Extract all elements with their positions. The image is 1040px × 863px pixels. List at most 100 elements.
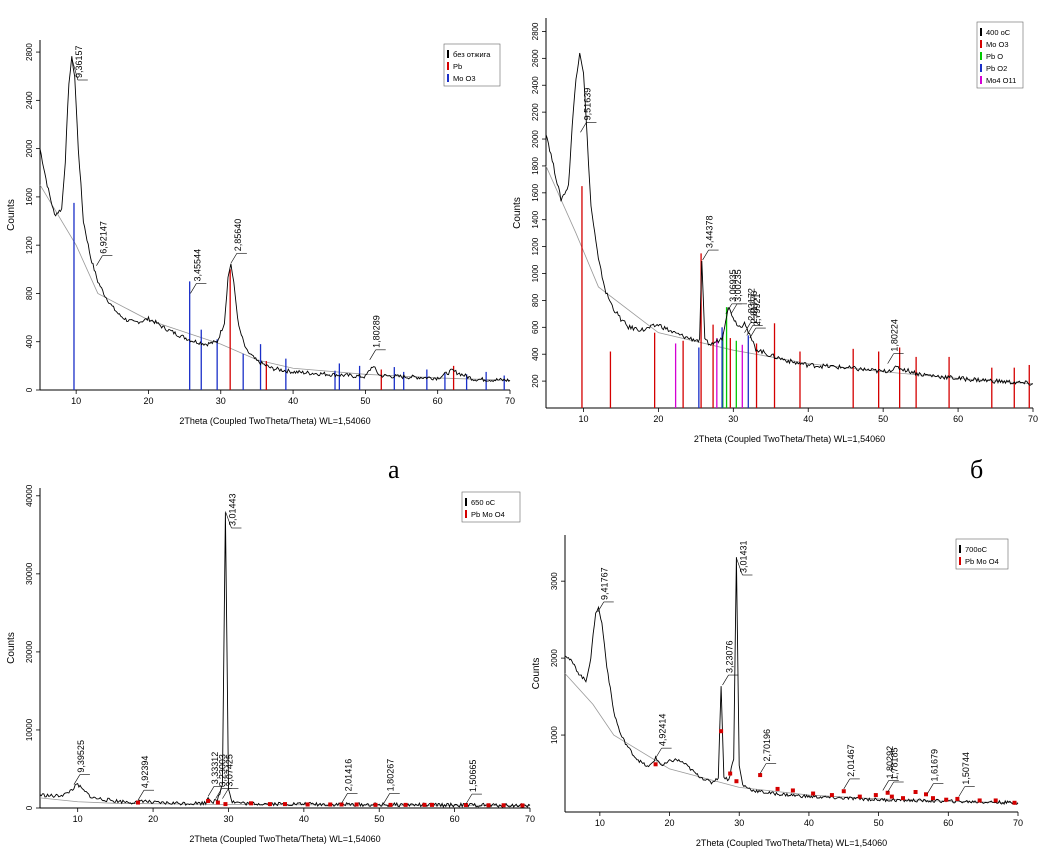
peak-leader	[207, 786, 215, 797]
peak-label: 3,06935	[728, 269, 738, 302]
y-tick-label: 600	[531, 320, 540, 334]
peak-label: 3,45544	[192, 249, 202, 282]
peak-label: 9,39525	[76, 740, 86, 773]
phase-marker	[486, 803, 491, 808]
peak-label: 2,01416	[344, 759, 354, 792]
peak-label: 9,36157	[74, 45, 84, 78]
phase-marker	[719, 729, 724, 734]
legend-label: 650 оС	[471, 498, 496, 507]
y-tick-label: 800	[531, 293, 540, 307]
y-tick-label: 2000	[531, 130, 540, 148]
peak-leader	[341, 793, 348, 804]
y-tick-label: 10000	[25, 718, 34, 741]
peak-leader	[96, 255, 103, 266]
x-tick-label: 40	[804, 818, 814, 828]
phase-marker	[354, 802, 359, 807]
legend-swatch	[447, 50, 449, 58]
phase-marker	[653, 762, 658, 767]
peak-label: 3,44378	[705, 216, 715, 249]
peak-label: 2,85640	[233, 219, 243, 252]
phase-marker	[388, 802, 393, 807]
y-tick-label: 2400	[531, 76, 540, 94]
y-tick-label: 1600	[25, 187, 34, 205]
peak-leader	[465, 793, 473, 805]
peak-leader	[71, 58, 79, 81]
x-tick-label: 60	[433, 396, 443, 406]
peak-label: 9,51639	[582, 88, 592, 121]
peak-label: 6,92147	[98, 221, 108, 254]
phase-marker	[913, 789, 918, 794]
phase-marker	[136, 800, 140, 805]
phase-marker	[734, 779, 739, 784]
legend-label: Mo4 O11	[986, 76, 1016, 85]
phase-marker	[501, 803, 506, 808]
phase-marker	[955, 796, 960, 801]
peak-label: 2,83172	[747, 288, 757, 321]
series-line	[545, 52, 1034, 386]
y-tick-label: 1000	[531, 264, 540, 282]
peak-leader	[746, 325, 754, 336]
chart-panel-3: 10 20 30 40 50 60 70 0 10000 20000 30000 40000 2Thet…	[6, 484, 535, 844]
peak-label: 9,41767	[600, 567, 610, 600]
legend: 400 оС Mo O3 Pb O Pb O2 Mo4 O11	[976, 21, 1024, 89]
phase-marker	[790, 788, 795, 793]
x-tick-label: 30	[216, 396, 226, 406]
legend-swatch	[447, 62, 449, 70]
peak-label: 1,80224	[890, 319, 900, 352]
x-tick-label: 50	[878, 414, 888, 424]
phase-marker	[339, 802, 344, 807]
phase-marker	[924, 792, 929, 797]
phase-marker	[829, 793, 834, 798]
peak-leader	[230, 253, 238, 264]
y-tick-label: 2200	[531, 103, 540, 121]
legend-swatch	[447, 74, 449, 82]
y-tick-label: 400	[531, 347, 540, 361]
x-axis-label: 2Theta (Coupled TwoTheta/Theta) WL=1,540…	[694, 434, 885, 444]
y-tick-label: 2000	[25, 139, 34, 157]
x-tick-label: 20	[665, 818, 675, 828]
x-tick-label: 10	[578, 414, 588, 424]
x-tick-label: 60	[953, 414, 963, 424]
y-tick-label: 2400	[25, 91, 34, 109]
y-tick-label: 2800	[531, 22, 540, 40]
peak-label: 3,01431	[738, 540, 748, 573]
chart-panel-2: 10 20 30 40 50 60 70 200 400 600 800 1000 1200 1400 16…	[512, 18, 1038, 444]
peak-leader	[655, 747, 662, 759]
peak-label: 1,80292	[885, 746, 895, 779]
phase-marker	[249, 801, 254, 806]
phase-marker	[728, 771, 733, 776]
x-tick-label: 20	[143, 396, 153, 406]
x-axis-label: 2Theta (Coupled TwoTheta/Theta) WL=1,540…	[179, 416, 370, 426]
series-line	[564, 557, 1019, 806]
legend: без отжига Pb Mo O3	[443, 43, 501, 87]
y-tick-label: 400	[25, 335, 34, 349]
legend-label: Pb Mo O4	[965, 557, 999, 566]
legend-box	[955, 538, 1009, 570]
legend-label: Pb O2	[986, 64, 1007, 73]
peak-label: 1,50665	[468, 760, 478, 793]
peak-leader	[73, 774, 81, 785]
phase-marker	[993, 798, 998, 803]
y-tick-label: 1000	[550, 726, 559, 744]
x-axis-label: 2Theta (Coupled TwoTheta/Theta) WL=1,540…	[696, 838, 887, 848]
peak-label: 3,23003	[218, 754, 228, 787]
legend-swatch	[465, 498, 467, 506]
peak-leader	[702, 249, 709, 261]
phase-marker	[857, 794, 862, 799]
peak-leader	[927, 783, 934, 794]
peak-label: 3,00235	[733, 269, 743, 302]
legend-swatch	[980, 64, 982, 72]
x-tick-label: 70	[1028, 414, 1038, 424]
phase-marker	[758, 773, 763, 778]
x-tick-label: 20	[653, 414, 663, 424]
x-tick-label: 60	[943, 818, 953, 828]
y-tick-label: 1400	[531, 210, 540, 228]
x-tick-label: 70	[525, 814, 535, 824]
x-tick-label: 50	[374, 814, 384, 824]
chart-panel-1: 10 20 30 40 50 60 70 0 400 800 1200 1600 2000 2400 280…	[6, 40, 515, 426]
x-tick-label: 30	[223, 814, 233, 824]
peak-leader	[887, 781, 894, 793]
peak-label: 2,01467	[846, 744, 856, 777]
peak-leader	[887, 353, 894, 364]
